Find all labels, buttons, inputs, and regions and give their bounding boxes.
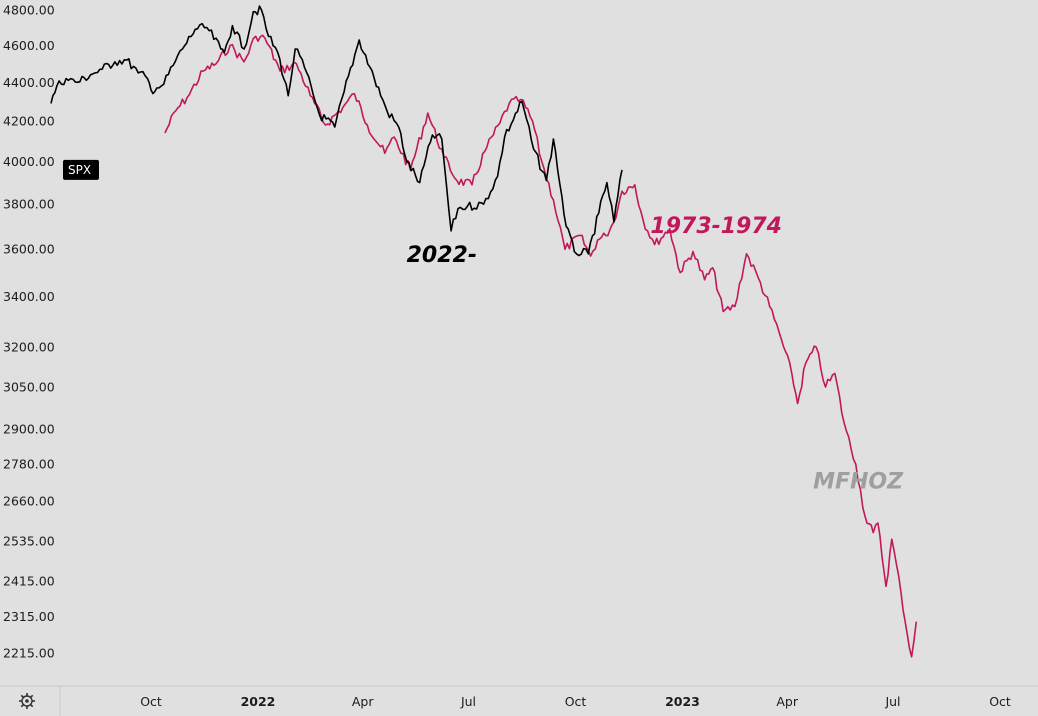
watermark-text: MFHOZ [813, 469, 904, 494]
series-label-1973-1974: 1973-1974 [650, 214, 782, 239]
y-axis: 4800.00 4600.00 4400.00 4200.00 4000.00 3800.… [3, 3, 55, 661]
y-tick-label: 2535.00 [3, 533, 55, 548]
y-tick-label: 2215.00 [3, 646, 55, 661]
gear-icon[interactable] [19, 693, 35, 709]
y-tick-label: 4600.00 [3, 38, 55, 53]
y-tick-label: 4200.00 [3, 114, 55, 129]
y-tick-label: 4800.00 [3, 3, 55, 18]
y-tick-label: 4000.00 [3, 154, 55, 169]
x-tick-label: Oct [140, 694, 162, 709]
x-tick-label: Jul [460, 694, 476, 709]
x-tick-label: Oct [989, 694, 1011, 709]
x-axis: Oct 2022 Apr Jul Oct 2023 Apr Jul Oct [140, 694, 1011, 709]
x-tick-label: Oct [565, 694, 587, 709]
series-label-2022: 2022- [407, 243, 477, 268]
spx-series-line[interactable] [50, 5, 623, 257]
y-tick-label: 3050.00 [3, 380, 55, 395]
x-tick-label: Apr [776, 694, 798, 709]
y-tick-label: 2315.00 [3, 609, 55, 624]
y-tick-label: 2415.00 [3, 574, 55, 589]
series-layer [50, 5, 918, 658]
x-tick-label: Jul [884, 694, 900, 709]
y-tick-label: 3200.00 [3, 340, 55, 355]
y-tick-label: 2900.00 [3, 422, 55, 437]
price-tag-background [63, 159, 99, 180]
y-tick-label: 3600.00 [3, 242, 55, 257]
x-tick-label: 2023 [665, 694, 700, 709]
price-tag-label: SPX [68, 163, 91, 177]
y-tick-label: 4400.00 [3, 75, 55, 90]
x-tick-label: 2022 [241, 694, 276, 709]
y-tick-label: 2660.00 [3, 493, 55, 508]
price-tag: SPX [63, 159, 99, 180]
y-tick-label: 3400.00 [3, 289, 55, 304]
y-tick-label: 2780.00 [3, 457, 55, 472]
x-tick-label: Apr [352, 694, 374, 709]
y-tick-label: 3800.00 [3, 197, 55, 212]
